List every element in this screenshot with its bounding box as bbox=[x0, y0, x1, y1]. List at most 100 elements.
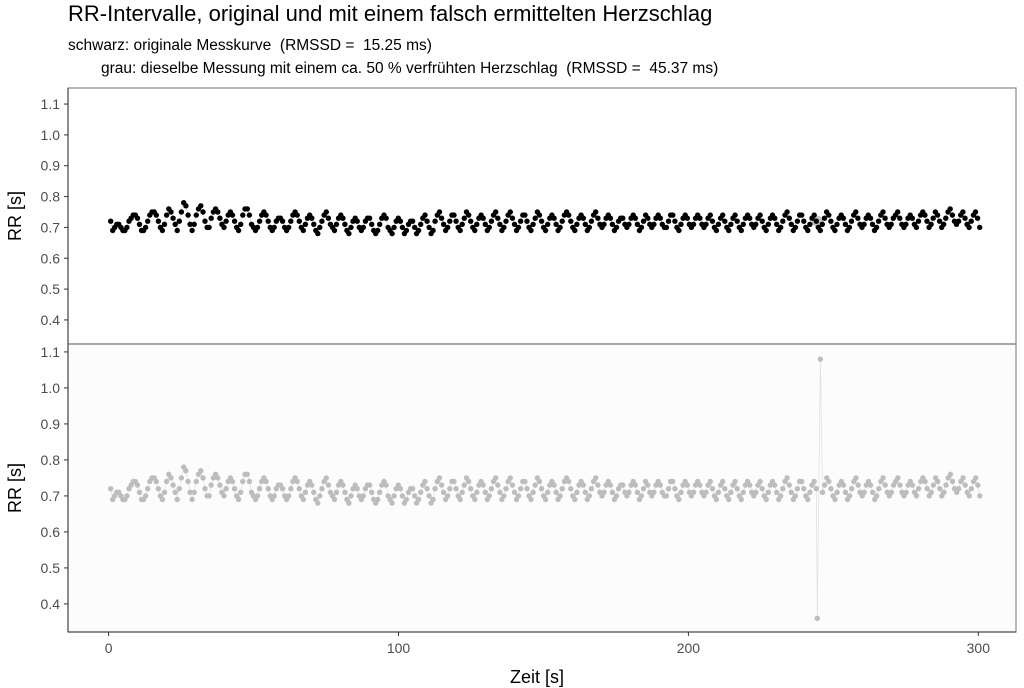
data-point bbox=[651, 221, 657, 227]
data-point bbox=[198, 203, 204, 209]
data-point bbox=[915, 218, 922, 224]
data-point bbox=[279, 486, 286, 492]
data-point bbox=[333, 489, 340, 495]
data-point bbox=[145, 218, 151, 224]
data-point bbox=[897, 215, 903, 221]
data-point bbox=[511, 489, 518, 495]
data-point bbox=[632, 215, 638, 221]
data-point bbox=[468, 218, 474, 224]
data-point bbox=[765, 221, 771, 227]
data-point bbox=[551, 482, 557, 488]
data-point bbox=[325, 215, 332, 221]
data-point bbox=[915, 486, 922, 492]
data-point bbox=[486, 493, 492, 499]
data-point bbox=[503, 486, 509, 492]
data-point bbox=[676, 227, 682, 234]
data-point bbox=[559, 218, 565, 224]
data-point bbox=[412, 493, 418, 499]
data-point bbox=[191, 489, 197, 495]
data-point bbox=[709, 218, 716, 224]
data-point bbox=[880, 209, 886, 215]
x-tick-label: 100 bbox=[387, 640, 411, 656]
data-point bbox=[497, 221, 503, 227]
data-point bbox=[348, 224, 354, 231]
data-point bbox=[377, 489, 383, 495]
data-point bbox=[566, 478, 572, 485]
data-point bbox=[501, 493, 507, 499]
data-point bbox=[826, 478, 832, 485]
data-point bbox=[640, 486, 647, 492]
data-point bbox=[300, 227, 306, 234]
data-point bbox=[726, 227, 732, 234]
data-point bbox=[486, 224, 492, 231]
y-tick-label: 0.5 bbox=[41, 560, 61, 576]
data-point bbox=[765, 489, 771, 495]
data-point bbox=[319, 218, 325, 224]
data-point bbox=[861, 221, 867, 227]
data-point bbox=[601, 221, 607, 227]
data-point bbox=[231, 218, 238, 224]
data-point bbox=[582, 221, 588, 227]
data-point bbox=[426, 224, 432, 231]
y-tick-label: 0.7 bbox=[41, 219, 61, 235]
data-point bbox=[360, 493, 366, 499]
data-point bbox=[747, 482, 753, 488]
data-point bbox=[855, 482, 861, 488]
data-point bbox=[474, 489, 480, 495]
y-axis-label-bottom: RR [s] bbox=[5, 463, 25, 513]
data-point bbox=[551, 215, 557, 221]
data-point bbox=[607, 215, 614, 221]
data-point bbox=[238, 221, 244, 227]
data-point bbox=[620, 482, 626, 488]
data-point bbox=[532, 482, 538, 488]
data-point bbox=[568, 218, 574, 224]
data-point bbox=[466, 212, 472, 218]
data-point bbox=[200, 475, 206, 481]
data-point bbox=[231, 486, 238, 492]
data-point bbox=[545, 221, 551, 227]
data-point bbox=[757, 478, 763, 485]
data-point bbox=[861, 489, 867, 495]
data-point bbox=[294, 212, 300, 218]
data-point bbox=[805, 496, 811, 503]
data-point bbox=[772, 482, 778, 488]
data-point bbox=[459, 221, 465, 227]
data-point bbox=[348, 493, 354, 499]
y-tick-label: 0.9 bbox=[41, 158, 61, 174]
data-point bbox=[949, 212, 956, 218]
data-point bbox=[432, 218, 438, 224]
data-point bbox=[176, 486, 182, 492]
data-point bbox=[447, 218, 453, 224]
data-point bbox=[888, 489, 895, 495]
subtitle-grey: grau: dieselbe Messung mit einem ca. 50 … bbox=[101, 60, 719, 77]
data-point bbox=[532, 215, 538, 221]
data-point bbox=[515, 493, 522, 499]
y-tick-label: 1.1 bbox=[41, 344, 61, 360]
data-point bbox=[536, 478, 543, 485]
data-point bbox=[670, 212, 676, 218]
data-point bbox=[840, 482, 847, 488]
data-point bbox=[193, 478, 199, 485]
data-point bbox=[875, 218, 882, 224]
data-point bbox=[369, 489, 375, 495]
data-point bbox=[962, 215, 968, 221]
data-point bbox=[943, 215, 949, 221]
data-point bbox=[415, 227, 422, 234]
data-point bbox=[178, 209, 185, 215]
data-point bbox=[391, 493, 397, 499]
data-point bbox=[657, 482, 663, 488]
data-point bbox=[240, 478, 246, 485]
data-point bbox=[574, 489, 580, 495]
data-point bbox=[778, 224, 784, 231]
data-point bbox=[474, 221, 480, 227]
data-point bbox=[377, 221, 383, 227]
data-point bbox=[459, 489, 465, 495]
data-point bbox=[482, 489, 488, 495]
data-point bbox=[842, 489, 849, 495]
data-point bbox=[613, 493, 620, 499]
data-point bbox=[722, 486, 728, 492]
data-point bbox=[153, 478, 159, 485]
data-point bbox=[928, 221, 934, 227]
data-point bbox=[183, 468, 189, 474]
data-point bbox=[528, 227, 534, 234]
